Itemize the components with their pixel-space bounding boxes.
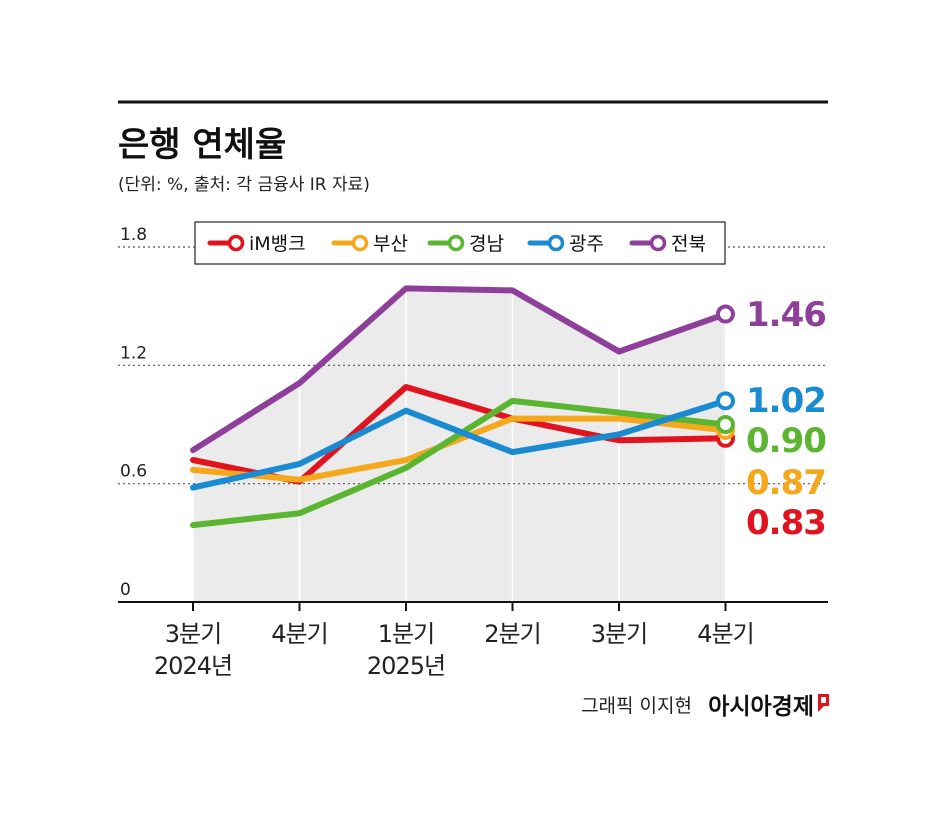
end-label-부산: 0.87	[746, 463, 826, 503]
series-line-부산	[190, 415, 729, 483]
x-tick-label: 1분기	[378, 620, 434, 648]
x-tick-year-label: 2024년	[154, 652, 232, 680]
legend-label: 전북	[671, 233, 706, 255]
chart-title: 은행 연체율	[118, 125, 286, 165]
x-tick-label: 4분기	[697, 620, 753, 648]
x-tick-label: 3분기	[165, 620, 221, 648]
end-label-전북: 1.46	[746, 295, 826, 335]
credit-text: 그래픽 이지현	[581, 695, 692, 717]
legend-marker	[227, 234, 245, 252]
x-tick-label: 2분기	[484, 620, 540, 648]
legend: iM뱅크 부산 경남 광주 전북	[194, 221, 726, 265]
end-marker-전북	[716, 304, 735, 324]
legend-label: 경남	[469, 233, 504, 255]
legend-label: iM뱅크	[249, 233, 306, 255]
legend-label: 광주	[569, 233, 604, 255]
legend-marker	[351, 234, 369, 252]
series-line-광주	[190, 397, 729, 491]
end-label-경남: 0.90	[746, 421, 826, 461]
end-marker-경남	[716, 415, 735, 434]
y-tick-label: 0	[120, 580, 131, 600]
x-tick-year-label: 2025년	[367, 652, 445, 680]
x-tick-label: 4분기	[271, 620, 327, 648]
area-fill	[193, 288, 726, 602]
y-tick-label: 1.8	[120, 225, 147, 245]
chart-subtitle: (단위: %, 출처: 각 금융사 IR 자료)	[118, 175, 370, 195]
legend-marker	[547, 234, 565, 252]
y-tick-label: 0.6	[120, 462, 147, 482]
end-label-iM뱅크: 0.83	[746, 503, 826, 543]
legend-marker	[447, 234, 465, 252]
end-marker-광주	[716, 391, 735, 411]
plot-area: 0 0.6 1.2 1.8 3분기 2024년 4분기 1분기 2025년 2분기 3분기 4분기 0.…	[118, 225, 828, 680]
legend-label: 부산	[373, 233, 408, 255]
legend-marker	[649, 234, 667, 252]
x-tick-label: 3분기	[591, 620, 647, 648]
brand-mark-icon	[818, 694, 829, 712]
end-label-광주: 1.02	[746, 381, 826, 421]
y-tick-label: 1.2	[120, 343, 147, 363]
brand-name: 아시아경제	[708, 694, 814, 720]
series-line-전북	[190, 285, 729, 454]
